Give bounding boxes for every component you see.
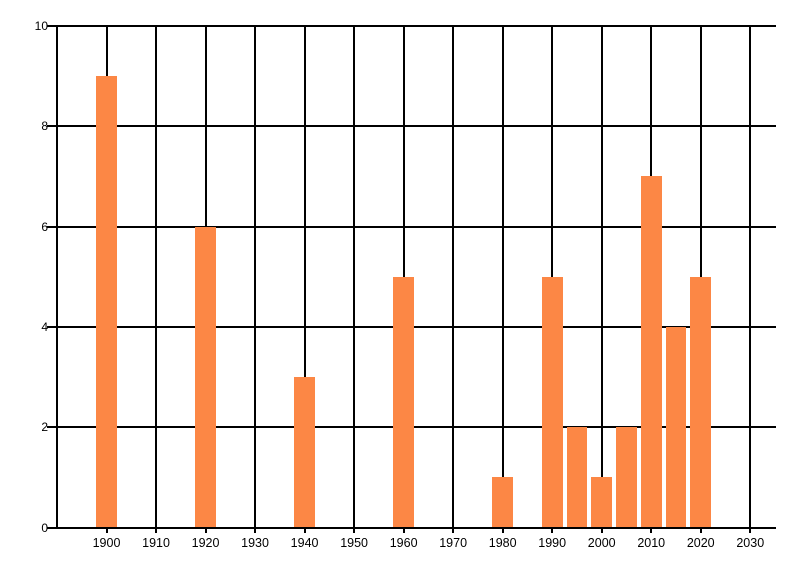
x-gridline — [452, 26, 455, 533]
x-gridline — [155, 26, 158, 533]
y-gridline — [47, 25, 776, 27]
bar — [566, 427, 588, 529]
x-gridline — [749, 26, 752, 533]
x-axis-tick-label: 1900 — [92, 536, 121, 550]
y-gridline — [47, 125, 776, 128]
y-axis-tick-label: 8 — [41, 119, 48, 134]
x-axis-tick-label: 2030 — [736, 536, 765, 550]
y-axis-tick-label: 4 — [41, 319, 48, 334]
bar — [541, 276, 563, 529]
bar — [616, 427, 637, 529]
y-gridline — [47, 225, 776, 228]
x-axis-tick-label: 2000 — [587, 536, 616, 550]
x-axis-tick-label: 1970 — [439, 536, 468, 550]
x-axis-line — [47, 526, 776, 529]
x-axis-tick-label: 1990 — [538, 536, 567, 550]
x-gridline — [600, 26, 603, 533]
x-axis-tick-label: 1910 — [142, 536, 170, 550]
bar — [492, 477, 514, 529]
y-axis-tick-label: 6 — [41, 219, 48, 234]
y-axis-tick-label: 2 — [41, 420, 48, 435]
x-axis-tick-label: 1930 — [241, 536, 269, 550]
y-axis-tick-label: 0 — [41, 520, 48, 535]
bar — [195, 226, 216, 529]
x-gridline — [303, 26, 306, 533]
bar — [690, 276, 712, 529]
y-axis-line — [56, 26, 58, 529]
bar — [640, 176, 662, 529]
y-axis-tick-label: 10 — [34, 19, 48, 33]
x-axis-tick-label: 1920 — [191, 536, 220, 550]
x-axis-tick-label: 2010 — [637, 536, 666, 550]
x-axis-tick-label: 1980 — [488, 536, 517, 550]
bar — [591, 477, 613, 529]
x-axis-tick-label: 1940 — [290, 536, 319, 550]
x-axis-tick-label: 1960 — [389, 536, 418, 550]
x-axis-tick-label: 2020 — [686, 536, 715, 550]
bar — [393, 276, 415, 529]
x-axis-tick-label: 1950 — [340, 536, 369, 550]
x-gridline — [254, 26, 257, 533]
x-gridline — [353, 26, 356, 533]
x-gridline — [501, 26, 504, 533]
bar — [96, 76, 117, 529]
bar — [665, 326, 687, 529]
bar — [294, 377, 315, 529]
